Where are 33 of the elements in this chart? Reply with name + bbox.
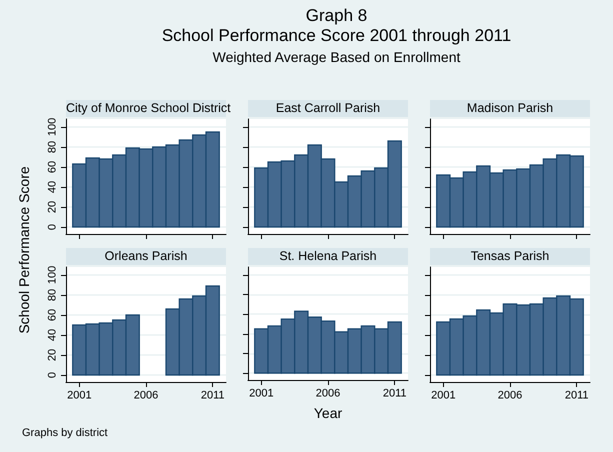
y-tick-label: 100 <box>46 266 58 284</box>
x-tick-label: 2011 <box>564 390 588 402</box>
x-axis-title: Year <box>314 405 342 421</box>
y-tick-label: 80 <box>46 288 58 302</box>
y-tick-label: 80 <box>46 140 58 154</box>
y-tick-label: 40 <box>46 180 58 194</box>
y-axis-title: School Performance Score <box>16 166 32 334</box>
chart-title: St. Helena Parish <box>248 248 408 265</box>
y-tick-label: 0 <box>46 372 58 378</box>
chart-title: Orleans Parish <box>66 248 226 265</box>
chart-title: Madison Parish <box>430 100 590 117</box>
x-tick-label: 2006 <box>134 390 158 402</box>
y-tick-label: 0 <box>46 224 58 230</box>
y-tick-label: 40 <box>46 328 58 342</box>
x-tick-label: 2001 <box>67 390 92 402</box>
y-tick-label: 60 <box>46 160 58 174</box>
x-tick-label: 2001 <box>249 388 274 400</box>
y-tick-label: 20 <box>46 200 58 214</box>
text: Graphs by district <box>22 427 109 439</box>
x-tick-label: 2001 <box>431 390 456 402</box>
x-tick-label: 2006 <box>316 388 340 400</box>
text: School Performance Score 2001 through 2011 <box>160 26 512 46</box>
caption: Graph 8 <box>304 6 368 26</box>
text: Weighted Average Based on Enrollment <box>212 49 462 65</box>
y-tick-label: 60 <box>46 308 58 322</box>
x-tick-label: 2011 <box>200 390 224 402</box>
x-tick-label: 2011 <box>382 388 406 400</box>
x-tick-label: 2006 <box>498 390 522 402</box>
y-tick-label: 20 <box>46 348 58 362</box>
chart-title: East Carroll Parish <box>248 100 408 117</box>
chart-title: Tensas Parish <box>430 248 590 265</box>
y-tick-label: 100 <box>46 118 58 136</box>
chart-title: City of Monroe School District <box>66 100 231 117</box>
